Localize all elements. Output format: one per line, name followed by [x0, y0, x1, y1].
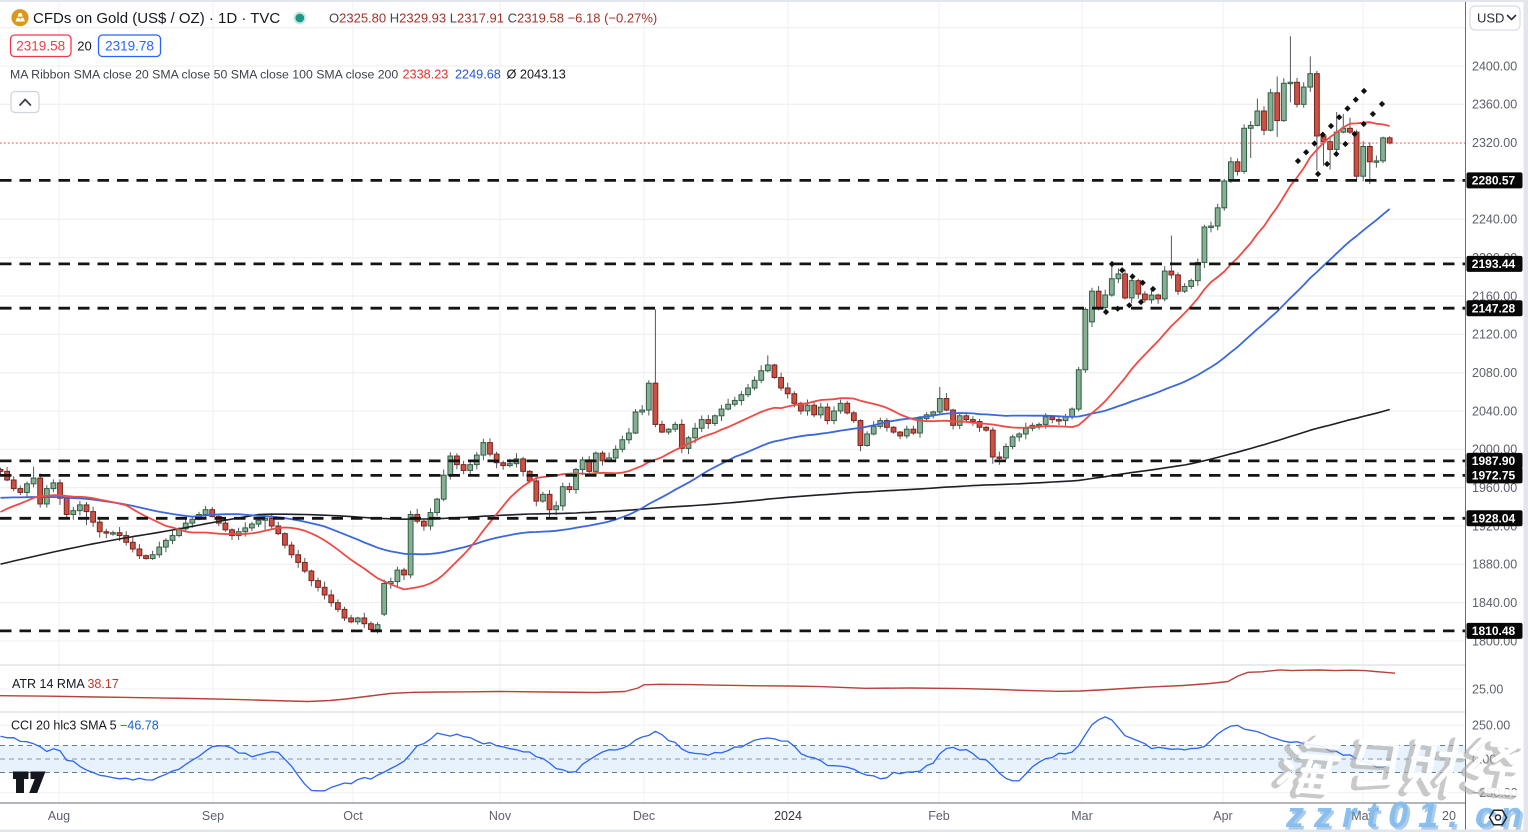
svg-text:2320.00: 2320.00 — [1472, 136, 1517, 150]
svg-text:CCI 20 hlc3 SMA 5 −46.78: CCI 20 hlc3 SMA 5 −46.78 — [11, 719, 159, 733]
svg-text:250.00: 250.00 — [1472, 719, 1510, 733]
svg-text:Apr: Apr — [1213, 809, 1232, 823]
svg-text:MA Ribbon SMA close 20 SMA clo: MA Ribbon SMA close 20 SMA close 50 SMA … — [10, 68, 398, 82]
svg-text:1928.04: 1928.04 — [1472, 512, 1516, 526]
svg-text:2080.00: 2080.00 — [1472, 366, 1517, 380]
svg-text:2120.00: 2120.00 — [1472, 328, 1517, 342]
svg-text:1987.90: 1987.90 — [1472, 454, 1516, 468]
svg-text:1960.00: 1960.00 — [1472, 481, 1517, 495]
svg-text:2160.00: 2160.00 — [1472, 289, 1517, 303]
svg-text:Oct: Oct — [343, 809, 363, 823]
svg-text:USD: USD — [1477, 11, 1504, 26]
svg-text:O2325.80 H2329.93 L2317.91 C23: O2325.80 H2329.93 L2317.91 C2319.58 −6.1… — [329, 11, 657, 26]
svg-text:2280.57: 2280.57 — [1472, 174, 1516, 188]
svg-text:20: 20 — [1442, 809, 1456, 823]
svg-text:Aug: Aug — [48, 809, 70, 823]
svg-text:1972.75: 1972.75 — [1472, 469, 1516, 483]
svg-text:May: May — [1351, 809, 1375, 823]
svg-text:2193.44: 2193.44 — [1472, 257, 1516, 271]
svg-text:2249.68: 2249.68 — [455, 68, 501, 82]
svg-text:zzrt01.: zzrt01. — [1285, 794, 1468, 832]
svg-text:2400.00: 2400.00 — [1472, 59, 1517, 73]
svg-text:2338.23: 2338.23 — [403, 68, 449, 82]
svg-text:zzrt01.: zzrt01. — [1288, 797, 1471, 832]
svg-text:Mar: Mar — [1071, 809, 1093, 823]
svg-text:2319.58: 2319.58 — [16, 39, 65, 54]
svg-text:Ø 2043.13: Ø 2043.13 — [507, 68, 566, 82]
svg-text:cn: cn — [1475, 794, 1527, 832]
svg-text:ATR 14 RMA 38.17: ATR 14 RMA 38.17 — [12, 677, 119, 691]
svg-text:cn: cn — [1478, 797, 1528, 832]
svg-text:1810.48: 1810.48 — [1472, 624, 1516, 638]
svg-text:2360.00: 2360.00 — [1472, 98, 1517, 112]
svg-text:1880.00: 1880.00 — [1472, 558, 1517, 572]
svg-text:2147.28: 2147.28 — [1472, 302, 1516, 316]
svg-text:1840.00: 1840.00 — [1472, 596, 1517, 610]
svg-text:Sep: Sep — [202, 809, 224, 823]
svg-text:Nov: Nov — [489, 809, 512, 823]
svg-text:Feb: Feb — [928, 809, 950, 823]
svg-text:Dec: Dec — [633, 809, 655, 823]
svg-text:2024: 2024 — [774, 809, 802, 823]
svg-text:2319.78: 2319.78 — [105, 39, 154, 54]
svg-text:2040.00: 2040.00 — [1472, 404, 1517, 418]
svg-text:CFDs on Gold (US$ / OZ) · 1D ·: CFDs on Gold (US$ / OZ) · 1D · TVC — [33, 10, 280, 27]
svg-text:20: 20 — [77, 39, 91, 54]
svg-text:2240.00: 2240.00 — [1472, 213, 1517, 227]
svg-text:25.00: 25.00 — [1472, 682, 1503, 696]
